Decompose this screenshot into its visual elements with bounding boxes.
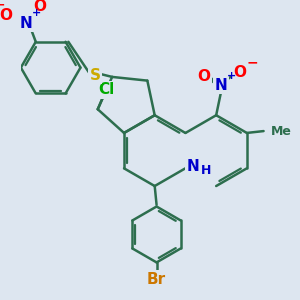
Text: H: H — [201, 164, 212, 177]
Text: N: N — [214, 78, 227, 93]
Text: O: O — [233, 65, 246, 80]
Text: −: − — [247, 56, 259, 70]
Text: +: + — [32, 8, 41, 18]
Text: N: N — [20, 16, 33, 31]
Text: N: N — [186, 159, 199, 174]
Text: Br: Br — [147, 272, 166, 287]
Text: O: O — [198, 69, 211, 84]
Text: Cl: Cl — [98, 82, 114, 97]
Text: Me: Me — [271, 124, 292, 138]
Text: O: O — [33, 0, 46, 14]
Text: −: − — [0, 0, 5, 11]
Text: +: + — [226, 71, 236, 81]
Text: O: O — [0, 8, 13, 23]
Text: S: S — [90, 68, 101, 82]
